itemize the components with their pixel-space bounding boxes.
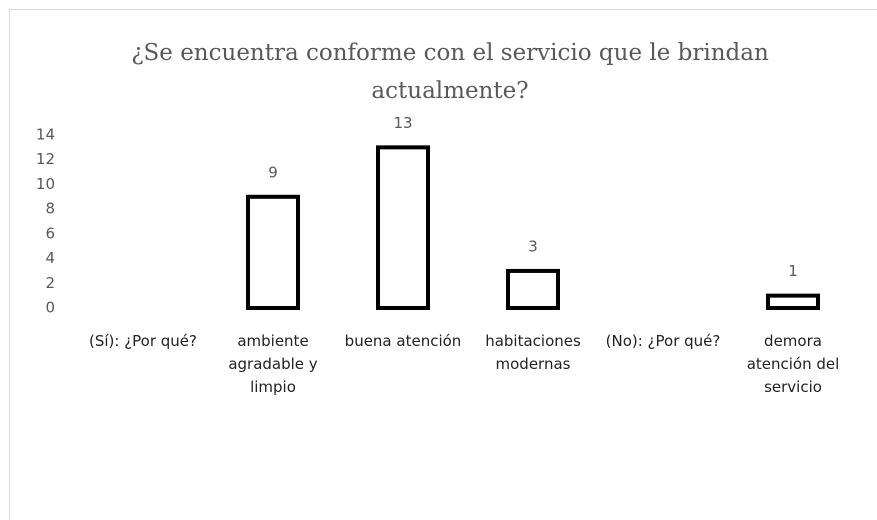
x-tick-label: demora atención del servicio [746,332,840,396]
y-tick-label: 8 [45,200,55,218]
x-tick-label: ambiente agradable y limpio [228,332,318,396]
data-label: 1 [788,262,798,280]
data-label: 13 [393,114,412,132]
y-tick-label: 4 [45,249,55,267]
bar [506,268,560,310]
bar [376,145,430,310]
y-tick-label: 10 [36,175,55,193]
data-label: 3 [528,237,538,255]
bar [766,293,820,310]
bar [246,194,300,311]
chart-title: ¿Se encuentra conforme con el servicio q… [131,40,769,104]
y-tick-label: 0 [45,299,55,317]
x-tick-label: (Sí): ¿Por qué? [88,332,198,350]
x-tick-label: buena atención [344,332,462,350]
data-label: 9 [268,163,278,181]
y-tick-label: 6 [45,224,55,242]
y-tick-label: 14 [36,126,55,144]
chart-border [9,9,877,520]
x-tick-label: habitaciones modernas [485,332,581,373]
y-tick-label: 2 [45,274,55,292]
y-tick-label: 12 [36,150,55,168]
x-tick-label: (No): ¿Por qué? [605,332,721,350]
